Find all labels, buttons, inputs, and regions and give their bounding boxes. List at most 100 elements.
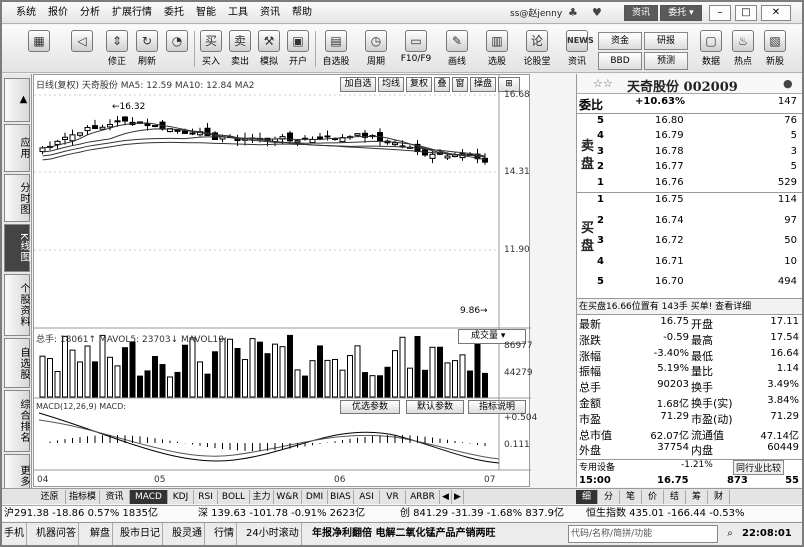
tab-dmi[interactable]: DMI [302, 490, 328, 504]
sell-level-row[interactable]: 1 16.76 529 [597, 176, 797, 188]
toolbar-discuss[interactable]: 论论股堂 [520, 27, 554, 71]
search-input[interactable]: 代码/名称/简拼/功能 [568, 525, 718, 543]
toolbar-sim[interactable]: ⚒ 模拟 [254, 27, 284, 71]
tab-[interactable]: 还原 [34, 490, 66, 504]
stat-row[interactable]: 总市值 62.07亿 流通值 47.14亿 [579, 428, 799, 442]
cy-index[interactable]: 创 841.29 -31.39 -1.68% 837.9亿 [400, 508, 564, 519]
toolbar-fix[interactable]: ⇕ 修正 [102, 27, 132, 71]
toolbar-cycle[interactable]: ◷ 周期 [359, 27, 393, 71]
status-quotes[interactable]: 行情 [212, 523, 237, 545]
menu-analysis[interactable]: 分析 [80, 6, 100, 18]
industry-compare-button[interactable]: 同行业比较 [733, 460, 785, 475]
buy-level-row[interactable]: 5 16.70 494 [597, 276, 797, 288]
toolbar-research[interactable]: 研报 [644, 32, 688, 50]
sell-level-row[interactable]: 4 16.79 5 [597, 130, 797, 142]
sidebar-item-kline[interactable]: K线图 [4, 224, 30, 272]
toolbar-filter[interactable]: ▥ 选股 [482, 27, 512, 71]
globe-icon[interactable]: ● [783, 77, 793, 90]
stat-row[interactable]: 最新 16.75 开盘 17.11 [579, 316, 799, 331]
status-rolling[interactable]: 24小时滚动 [244, 523, 302, 545]
status-qa[interactable]: 机器问答 [34, 523, 79, 545]
tab-[interactable]: 主力 [250, 490, 274, 504]
toolbar-refresh[interactable]: ↻ 刷新 [132, 27, 162, 71]
stat-row[interactable]: 外盘 37754 内盘 60449 [579, 442, 799, 458]
adjust-button[interactable]: 复权 [406, 77, 432, 92]
panel-tab-0[interactable]: 细 [576, 490, 598, 504]
tab-vr[interactable]: VR [380, 490, 406, 504]
macd-help-button[interactable]: 指标说明 [468, 400, 526, 414]
status-diary[interactable]: 股市日记 [118, 523, 163, 545]
minimize-button[interactable]: – [709, 5, 731, 21]
toolbar-funds[interactable]: 资金 [598, 32, 642, 50]
menu-help[interactable]: 帮助 [292, 6, 312, 18]
sell-level-row[interactable]: 3 16.78 3 [597, 145, 797, 157]
stat-row[interactable]: 涨幅 -3.40% 最低 16.64 [579, 347, 799, 363]
buy-level-row[interactable]: 2 16.74 97 [597, 214, 797, 226]
maximize-button[interactable]: □ [735, 5, 757, 21]
panel-tab-1[interactable]: 分 [598, 490, 620, 504]
menu-info[interactable]: 资讯 [260, 6, 280, 18]
tab-wr[interactable]: W&R [274, 490, 302, 504]
buy-level-row[interactable]: 3 16.72 50 [597, 235, 797, 247]
macd-default-button[interactable]: 默认参数 [406, 400, 464, 414]
sidebar-item-watchlist[interactable]: 自选股 [4, 338, 30, 388]
tab-scroll-right[interactable]: ▶ [452, 490, 464, 504]
ma-button[interactable]: 均线 [378, 77, 404, 92]
toolbar-f10[interactable]: ▭ F10/F9 [398, 27, 434, 71]
kline-chart-panel[interactable]: ←16.32 9.86→ 日线(复权) 天奇股份 MA5: 12.59 MA10:… [33, 74, 537, 488]
status-stocklink[interactable]: 股灵通 [170, 523, 205, 545]
stat-row[interactable]: 振幅 5.19% 量比 1.14 [579, 363, 799, 379]
sz-index[interactable]: 深 139.63 -101.78 -0.91% 2623亿 [198, 508, 366, 519]
bell-icon[interactable]: ♣ [568, 6, 578, 19]
stat-row[interactable]: 总手 90203 换手 3.49% [579, 379, 799, 395]
sidebar-item-profile[interactable]: 个股资料 [4, 274, 30, 336]
operate-button[interactable]: 操盘 [470, 77, 496, 92]
toolbar-grid[interactable]: ▦ [24, 27, 54, 71]
toolbar-account[interactable]: ▣ 开户 [283, 27, 313, 71]
toolbar-draw[interactable]: ✎ 画线 [442, 27, 472, 71]
toolbar-buy[interactable]: 买买入 [196, 27, 226, 71]
toolbar-bbd[interactable]: BBD [598, 52, 642, 70]
menu-quote[interactable]: 报价 [48, 6, 68, 18]
star-icon[interactable]: ☆☆ [593, 77, 613, 90]
panel-tab-5[interactable]: 筹 [686, 490, 708, 504]
hs-index[interactable]: 恒生指数 435.01 -166.44 -0.53% [586, 508, 745, 519]
toolbar-data[interactable]: ▢ 数据 [696, 27, 726, 71]
panel-tab-2[interactable]: 笔 [620, 490, 642, 504]
toolbar-news[interactable]: NEWS 资讯 [560, 27, 594, 71]
toolbar-forecast[interactable]: 预测 [644, 52, 688, 70]
sidebar-item-apps[interactable]: 应用 [4, 124, 30, 172]
toolbar-watchlist[interactable]: ▤ 自选股 [318, 27, 354, 71]
panel-tab-6[interactable]: 财 [708, 490, 730, 504]
kline-chart[interactable]: ←16.32 9.86→ [34, 75, 531, 488]
stat-row[interactable]: 金额 1.68亿 换手(实) 3.84% [579, 395, 799, 410]
news-headline[interactable]: 年报净利翻倍 电解二氧化锰产品产销两旺 [312, 528, 496, 539]
trade-dropdown[interactable]: 委托 ▾ [660, 5, 702, 21]
volume-dropdown[interactable]: 成交量 ▾ [458, 329, 526, 344]
panel-tab-4[interactable]: 结 [664, 490, 686, 504]
close-button[interactable]: ✕ [761, 5, 791, 21]
sidebar-item-ranking[interactable]: 综合排名 [4, 390, 30, 452]
buy-level-row[interactable]: 1 16.75 114 [597, 194, 797, 205]
sidebar-item-timeshare[interactable]: 分时图 [4, 174, 30, 222]
menu-extended[interactable]: 扩展行情 [112, 6, 152, 18]
status-analysis[interactable]: 解盘 [88, 523, 113, 545]
menu-system[interactable]: 系统 [16, 6, 36, 18]
tab-[interactable]: 资讯 [100, 490, 130, 504]
tab-macd[interactable]: MACD [130, 490, 168, 504]
toolbar-clock[interactable]: ◔ [162, 27, 192, 71]
toolbar-back[interactable]: ◁ [67, 27, 97, 71]
toolbar-sell[interactable]: 卖卖出 [225, 27, 255, 71]
sidebar-collapse[interactable]: ▲ [4, 78, 30, 122]
stat-row[interactable]: 市盈 71.29 市盈(动) 71.29 [579, 410, 799, 426]
search-icon[interactable]: ⌕ [727, 528, 733, 539]
trophy-icon[interactable]: ♥ [592, 6, 602, 19]
tab-kdj[interactable]: KDJ [168, 490, 194, 504]
tab-rsi[interactable]: RSI [194, 490, 218, 504]
info-button[interactable]: 资讯 [624, 5, 658, 21]
stat-row[interactable]: 涨跌 -0.59 最高 17.54 [579, 331, 799, 347]
toolbar-hot[interactable]: ♨ 热点 [728, 27, 758, 71]
chart-nav-button[interactable]: ⊞ [498, 77, 520, 92]
add-watchlist-button[interactable]: 加自选 [340, 77, 376, 92]
menu-smart[interactable]: 智能 [196, 6, 216, 18]
